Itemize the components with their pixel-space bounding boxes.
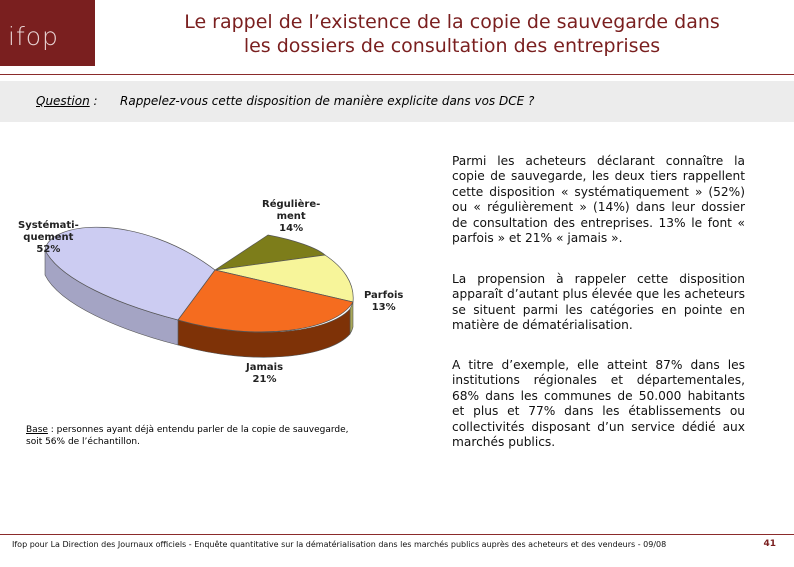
title-line-2: les dossiers de consultation des entrepr… bbox=[243, 35, 661, 57]
slice-jamais bbox=[177, 269, 354, 333]
base-label: Base bbox=[26, 425, 48, 435]
question-text: Rappelez-vous cette disposition de maniè… bbox=[120, 94, 535, 108]
paragraph-2: La propension à rappeler cette dispositi… bbox=[452, 272, 745, 333]
label-systematiquement: Systémati- quement 52% bbox=[18, 220, 79, 256]
footer-text: Ifop pour La Direction des Journaux offi… bbox=[12, 540, 667, 549]
paragraph-1: Parmi les acheteurs déclarant connaître … bbox=[452, 154, 745, 246]
logo-text: ifop bbox=[8, 22, 59, 51]
label-parfois: Parfois 13% bbox=[364, 290, 403, 314]
question-label: Question : bbox=[36, 94, 98, 108]
label-jamais: Jamais 21% bbox=[246, 362, 283, 386]
label-jamais-line1: Jamais bbox=[246, 362, 284, 373]
label-jamais-value: 21% bbox=[252, 374, 277, 385]
pie-3d-group bbox=[44, 226, 354, 358]
title-divider bbox=[0, 74, 794, 75]
base-text-1: : personnes ayant déjà entendu parler de… bbox=[47, 425, 349, 435]
label-parfois-line1: Parfois bbox=[364, 290, 404, 301]
label-regulierement-line2: ment bbox=[276, 211, 306, 222]
page-title: Le rappel de l’existence de la copie de … bbox=[110, 10, 794, 58]
label-regulierement-line1: Régulière- bbox=[262, 199, 321, 210]
paragraph-3: A titre d’exemple, elle atteint 87% dans… bbox=[452, 358, 745, 450]
base-text-2: soit 56% de l’échantillon. bbox=[26, 437, 140, 447]
pie-chart bbox=[44, 226, 354, 358]
question-colon: : bbox=[89, 94, 98, 108]
question-label-text: Question bbox=[36, 94, 90, 108]
slice-systematiquement bbox=[44, 226, 216, 321]
ifop-logo: ifop bbox=[0, 0, 95, 66]
label-systematiquement-line1: Systémati- bbox=[18, 220, 79, 231]
label-parfois-value: 13% bbox=[371, 302, 396, 313]
page-number: 41 bbox=[763, 539, 776, 549]
label-regulierement-value: 14% bbox=[279, 223, 304, 234]
label-regulierement: Régulière- ment 14% bbox=[262, 199, 320, 235]
footer-divider bbox=[0, 534, 794, 535]
slice-side-parfois bbox=[349, 301, 354, 335]
title-line-1: Le rappel de l’existence de la copie de … bbox=[184, 11, 720, 33]
label-systematiquement-value: 52% bbox=[36, 244, 61, 255]
label-systematiquement-line2: quement bbox=[23, 232, 74, 243]
question-bar bbox=[0, 81, 794, 122]
base-note: Base : personnes ayant déjà entendu parl… bbox=[26, 424, 406, 448]
